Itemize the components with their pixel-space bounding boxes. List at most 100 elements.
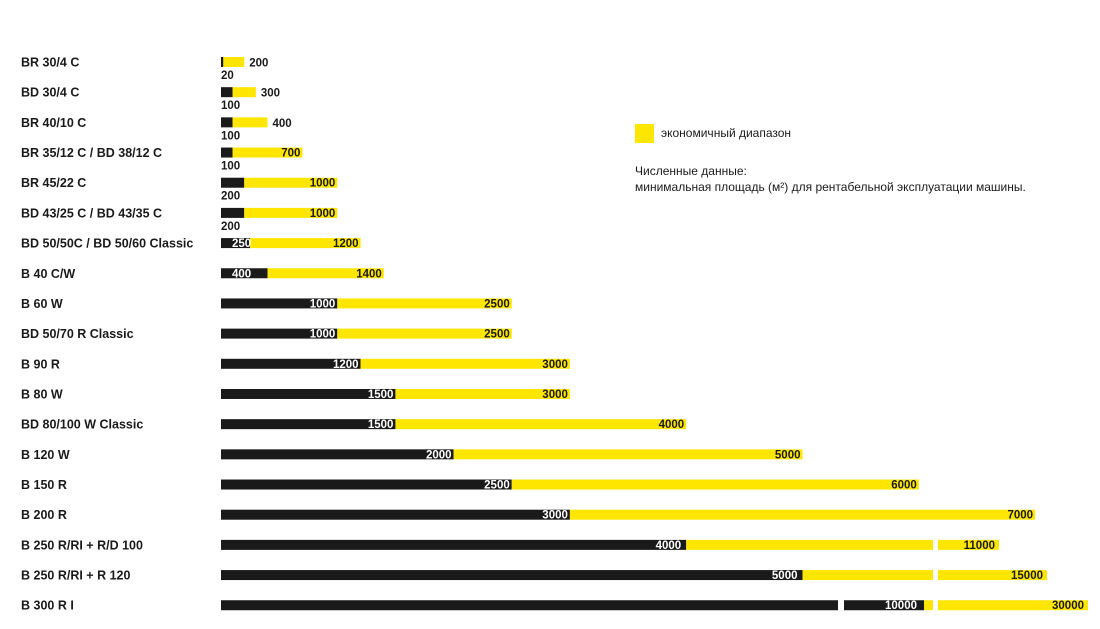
category-label: BD 43/25 C / BD 43/35 C — [21, 206, 162, 220]
value-label-max: 1000 — [310, 178, 336, 190]
value-label-max: 5000 — [775, 449, 801, 461]
value-label-min: 2500 — [484, 480, 510, 492]
value-label-min: 2000 — [426, 449, 452, 461]
bar-min — [221, 87, 233, 98]
note-line-2: минимальная площадь (м²) для рентабельно… — [635, 180, 1026, 194]
value-label-max: 1400 — [356, 268, 382, 280]
bar-economic — [232, 147, 303, 158]
value-label-min: 20 — [221, 70, 234, 82]
bar-economic — [395, 419, 687, 430]
bar-economic-continued — [938, 570, 1047, 581]
value-label-max: 300 — [261, 88, 280, 100]
value-label-min: 100 — [221, 161, 240, 173]
bar-min — [221, 479, 512, 490]
value-label-min: 1500 — [368, 389, 394, 401]
value-label-min: 200 — [221, 221, 240, 233]
value-label-max: 1200 — [333, 238, 359, 250]
category-label: BR 30/4 C — [21, 56, 79, 70]
bar-economic — [244, 177, 338, 188]
value-label-min: 100 — [221, 100, 240, 112]
note: Численные данные: минимальная площадь (м… — [635, 163, 1075, 195]
bar-min — [221, 298, 338, 309]
bar-economic — [360, 358, 570, 369]
value-label-min: 1200 — [333, 359, 359, 371]
bar-economic — [223, 57, 245, 67]
bar-economic — [337, 328, 512, 339]
bar-min — [221, 509, 570, 520]
category-label: B 90 R — [21, 357, 60, 371]
value-label-max: 3000 — [542, 359, 568, 371]
bar-economic — [250, 238, 361, 249]
category-label: B 60 W — [21, 297, 63, 311]
value-label-max: 400 — [273, 118, 292, 130]
value-label-max: 700 — [281, 148, 300, 160]
value-label-min: 400 — [232, 268, 251, 280]
bar-min — [221, 358, 361, 369]
category-label: B 200 R — [21, 508, 67, 522]
value-label-min: 250 — [232, 238, 251, 250]
category-label: B 120 W — [21, 448, 70, 462]
bar-economic — [511, 479, 919, 490]
category-label: BD 30/4 C — [21, 86, 79, 100]
bar-economic — [232, 117, 268, 128]
category-label: BR 40/10 C — [21, 116, 86, 130]
value-label-min: 1000 — [310, 298, 336, 310]
note-line-1: Численные данные: — [635, 164, 747, 178]
value-label-min: 1500 — [368, 419, 394, 431]
bar-min — [221, 147, 233, 158]
value-label-max: 15000 — [1011, 570, 1043, 582]
bar-min — [221, 328, 338, 339]
bar-economic-continued — [938, 600, 1088, 611]
value-label-min: 5000 — [772, 570, 798, 582]
bar-min — [221, 388, 396, 399]
bar-min-continued — [844, 600, 924, 611]
value-label-min: 200 — [221, 191, 240, 203]
value-label-max: 1000 — [310, 208, 336, 220]
category-label: BD 50/70 R Classic — [21, 327, 134, 341]
category-label: B 250 R/RI + R/D 100 — [21, 538, 143, 552]
category-label: BD 50/50C / BD 50/60 Classic — [21, 237, 193, 251]
legend-item: экономичный диапазон — [635, 123, 1075, 143]
value-label-max: 2500 — [484, 298, 510, 310]
bar-economic-continued — [938, 539, 999, 550]
bar-economic — [802, 570, 933, 581]
bar-min — [221, 117, 233, 128]
bar-min — [221, 419, 396, 430]
bar-economic — [453, 449, 803, 460]
value-label-min: 100 — [221, 130, 240, 142]
bar-min — [221, 207, 245, 218]
value-label-max: 200 — [249, 58, 268, 70]
bar-economic — [267, 268, 384, 279]
category-label: BD 80/100 W Classic — [21, 418, 143, 432]
value-label-max: 11000 — [964, 540, 995, 552]
category-label: B 300 R I — [21, 599, 74, 613]
value-label-max: 30000 — [1052, 600, 1084, 612]
category-label: B 80 W — [21, 387, 63, 401]
bar-min — [221, 539, 687, 550]
category-label: BR 35/12 C / BD 38/12 C — [21, 146, 162, 160]
category-label: B 150 R — [21, 478, 67, 492]
legend: экономичный диапазон Численные данные: м… — [635, 123, 1075, 195]
value-label-min: 4000 — [656, 540, 682, 552]
value-label-max: 3000 — [542, 389, 568, 401]
value-label-min: 10000 — [885, 600, 917, 612]
bar-min — [221, 268, 268, 279]
value-label-min: 3000 — [542, 510, 568, 522]
value-label-max: 6000 — [891, 480, 917, 492]
value-label-min: 1000 — [310, 329, 336, 341]
category-label: B 250 R/RI + R 120 — [21, 569, 130, 583]
bar-min — [221, 570, 803, 581]
bar-min — [221, 600, 838, 611]
value-label-max: 2500 — [484, 329, 510, 341]
bar-economic — [686, 539, 933, 550]
category-label: BR 45/22 C — [21, 176, 86, 190]
bar-min — [221, 177, 245, 188]
bar-min — [221, 57, 224, 67]
value-label-max: 4000 — [659, 419, 685, 431]
bar-economic — [244, 207, 338, 218]
bar-economic — [924, 600, 933, 611]
legend-swatch-economic — [635, 123, 654, 143]
category-label: B 40 C/W — [21, 267, 75, 281]
bar-min — [221, 238, 251, 249]
